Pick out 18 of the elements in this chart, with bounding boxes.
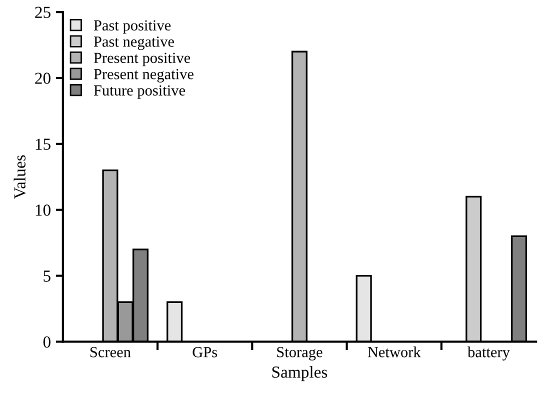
legend-label: Future positive: [94, 85, 186, 99]
y-tick-label: 10: [36, 204, 50, 216]
y-tick-label: 25: [35, 6, 50, 18]
x-tick-label: Network: [368, 346, 421, 358]
x-tick-label: battery: [468, 346, 510, 360]
y-tick-label: 20: [35, 72, 50, 84]
legend-label: Present negative: [94, 69, 194, 82]
y-tick-label: 0: [43, 336, 50, 348]
legend-label: Present positive: [94, 52, 190, 66]
x-tick-label: Screen: [90, 347, 131, 358]
legend-label: Past negative: [94, 36, 174, 50]
x-tick-label: Storage: [277, 347, 322, 360]
y-tick-label: 15: [36, 138, 50, 150]
x-tick-label: GPs: [192, 347, 218, 358]
y-axis-title: Values: [14, 155, 26, 199]
legend-label: Past positive: [94, 20, 171, 34]
x-axis-title: Samples: [272, 366, 328, 382]
y-tick-label: 5: [44, 270, 50, 282]
